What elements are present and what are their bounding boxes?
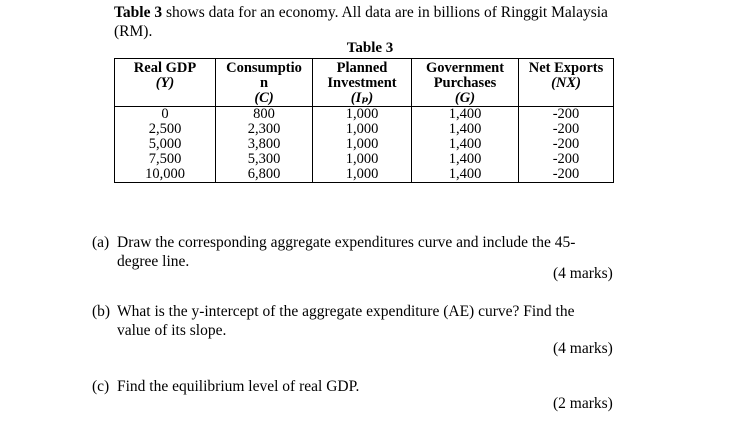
question-b-text: What is the y-intercept of the aggregate… (117, 302, 637, 340)
header-real-gdp: Real GDP (114, 58, 216, 76)
table-cell: 2,500 (114, 122, 216, 137)
table-cell: 1,000 (312, 137, 412, 152)
intro-text: shows data for an economy. All data are … (114, 4, 608, 40)
table-row: 0 800 1,000 1,400 -200 (114, 106, 614, 122)
header-government-purchases: Government (411, 58, 519, 76)
table-row: 7,500 5,300 1,000 1,400 -200 (114, 152, 614, 167)
table-cell: 1,000 (312, 106, 412, 122)
table-row: 2,500 2,300 1,000 1,400 -200 (114, 122, 614, 137)
question-b-label: (b) (92, 303, 111, 320)
question-c-label: (c) (92, 378, 110, 395)
table-cell: 1,400 (411, 137, 519, 152)
header-net-exports: Net Exports (518, 58, 614, 76)
table-cell: 7,500 (114, 152, 216, 167)
question-a-line1: Draw the corresponding aggregate expendi… (117, 234, 576, 251)
table-cell: 3,800 (215, 137, 313, 152)
table-cell: 1,000 (312, 167, 412, 183)
table-reference: Table 3 (114, 4, 163, 21)
table-cell: -200 (518, 122, 614, 137)
table-cell: -200 (518, 106, 614, 122)
table-cell: 1,000 (312, 152, 412, 167)
table-row: 10,000 6,800 1,000 1,400 -200 (114, 167, 614, 183)
header-government-purchases-line2: Purchases (411, 76, 519, 91)
table-cell: 800 (215, 106, 313, 122)
table-cell: -200 (518, 137, 614, 152)
table-caption: Table 3 (346, 40, 394, 56)
table-cell: 5,300 (215, 152, 313, 167)
question-b-line2: value of its slope. (117, 322, 227, 339)
header-planned-investment: Planned (312, 58, 412, 76)
intro-paragraph: Table 3 shows data for an economy. All d… (114, 3, 634, 41)
table-cell: 1,400 (411, 106, 519, 122)
header-consumption: Consumptio (215, 58, 313, 76)
table-cell: 5,000 (114, 137, 216, 152)
header-consumption-line2: n (215, 76, 313, 91)
header-net-exports-line2: (NX) (518, 76, 614, 91)
table-cell: -200 (518, 167, 614, 183)
header-net-exports-line3 (518, 91, 614, 107)
table-cell: 2,300 (215, 122, 313, 137)
question-a-marks: (4 marks) (553, 265, 613, 282)
header-planned-investment-symbol: (Iₚ) (312, 91, 412, 107)
header-consumption-symbol: (C) (215, 91, 313, 107)
table-cell: 0 (114, 106, 216, 122)
question-b-marks: (4 marks) (553, 340, 613, 357)
table-cell: 10,000 (114, 167, 216, 183)
question-c-text: Find the equilibrium level of real GDP. (117, 378, 360, 395)
question-b-line1: What is the y-intercept of the aggregate… (117, 303, 575, 320)
table-cell: 1,400 (411, 122, 519, 137)
table-row: 5,000 3,800 1,000 1,400 -200 (114, 137, 614, 152)
question-a-text: Draw the corresponding aggregate expendi… (117, 233, 637, 271)
table-cell: 6,800 (215, 167, 313, 183)
table-cell: 1,000 (312, 122, 412, 137)
header-planned-investment-line2: Investment (312, 76, 412, 91)
table-cell: 1,400 (411, 152, 519, 167)
table-cell: 1,400 (411, 167, 519, 183)
table-cell: -200 (518, 152, 614, 167)
header-real-gdp-line2: (Y) (114, 76, 216, 91)
header-real-gdp-line3 (114, 91, 216, 107)
question-a-label: (a) (92, 234, 110, 251)
header-government-purchases-symbol: (G) (411, 91, 519, 107)
question-a-line2: degree line. (117, 253, 190, 270)
data-table: Real GDP Consumptio Planned Government N… (114, 58, 614, 183)
question-c-marks: (2 marks) (553, 395, 613, 412)
